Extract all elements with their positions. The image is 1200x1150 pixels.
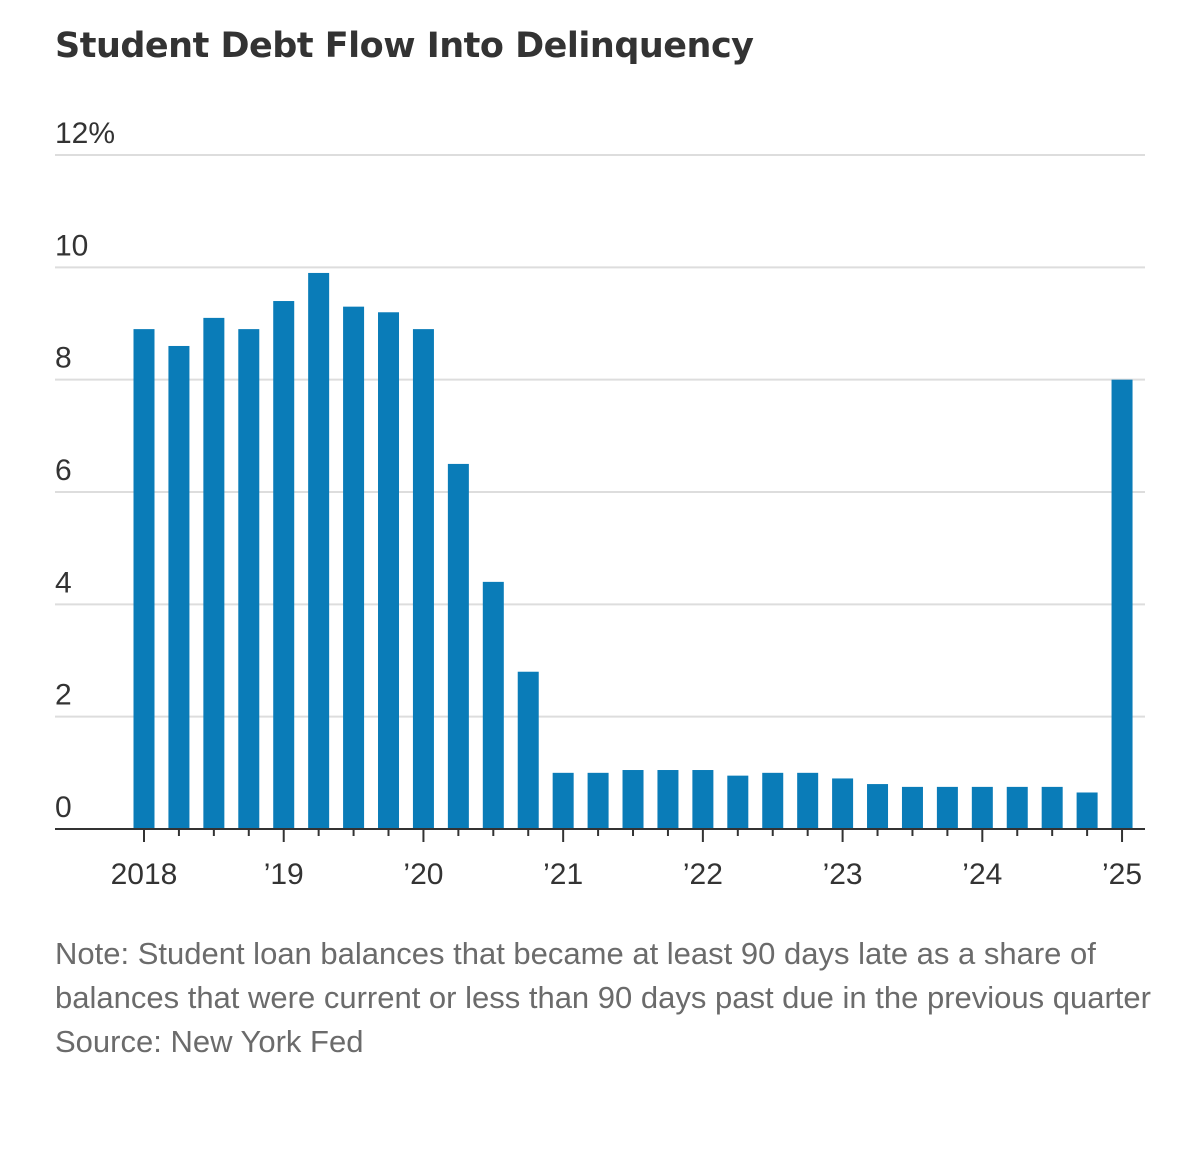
bar — [517, 671, 539, 829]
bar-chart: 2018 ’19 ’20 ’21 ’22 ’23 ’24 ’25 0 2 4 6 8 10 12% — [55, 117, 1145, 891]
bar — [832, 778, 854, 829]
bar — [1006, 786, 1028, 830]
bar — [1041, 786, 1063, 830]
bar — [203, 317, 225, 829]
x-tick-label: ’25 — [1102, 858, 1142, 891]
bar — [692, 770, 714, 829]
x-tick-label: ’19 — [264, 858, 304, 891]
y-tick-label: 4 — [55, 566, 72, 599]
bar — [901, 786, 923, 830]
bar — [308, 272, 330, 829]
bar — [657, 770, 679, 829]
bar — [482, 581, 504, 829]
bar — [378, 312, 400, 829]
note-text: Note: Student loan balances that became … — [55, 936, 1151, 1015]
bar — [936, 786, 958, 830]
bar — [552, 772, 574, 829]
x-tick-label: 2018 — [111, 858, 178, 891]
bar — [1076, 792, 1098, 829]
x-tick-label: ’21 — [543, 858, 583, 891]
bar — [622, 770, 644, 829]
bar — [343, 306, 365, 829]
y-tick-label: 10 — [55, 229, 88, 262]
x-axis: 2018 ’19 ’20 ’21 ’22 ’23 ’24 ’25 — [55, 828, 1145, 891]
chart-notes: Note: Student loan balances that became … — [55, 932, 1165, 1064]
y-tick-label: 12% — [55, 117, 115, 150]
x-tick-label: ’20 — [403, 858, 443, 891]
bar — [447, 463, 469, 829]
x-tick-label: ’22 — [683, 858, 723, 891]
bar — [273, 301, 295, 829]
bar — [238, 329, 260, 829]
source-text: Source: New York Fed — [55, 1024, 364, 1059]
bar — [587, 772, 609, 829]
y-axis-labels: 0 2 4 6 8 10 12% — [55, 117, 115, 824]
bar — [762, 772, 784, 829]
bar — [867, 784, 889, 829]
x-tick-label: ’24 — [962, 858, 1002, 891]
gridlines — [55, 154, 1145, 718]
y-tick-label: 0 — [55, 791, 72, 824]
bar — [133, 329, 155, 829]
y-tick-label: 2 — [55, 679, 72, 712]
bar — [971, 786, 993, 830]
bar — [797, 772, 819, 829]
bar-series — [133, 272, 1133, 830]
y-tick-label: 6 — [55, 454, 72, 487]
chart-title: Student Debt Flow Into Delinquency — [55, 26, 754, 66]
bar — [727, 775, 749, 829]
y-tick-label: 8 — [55, 342, 72, 375]
bar — [412, 329, 434, 829]
x-tick-label: ’23 — [823, 858, 863, 891]
bar — [1111, 379, 1133, 829]
bar — [168, 345, 190, 829]
